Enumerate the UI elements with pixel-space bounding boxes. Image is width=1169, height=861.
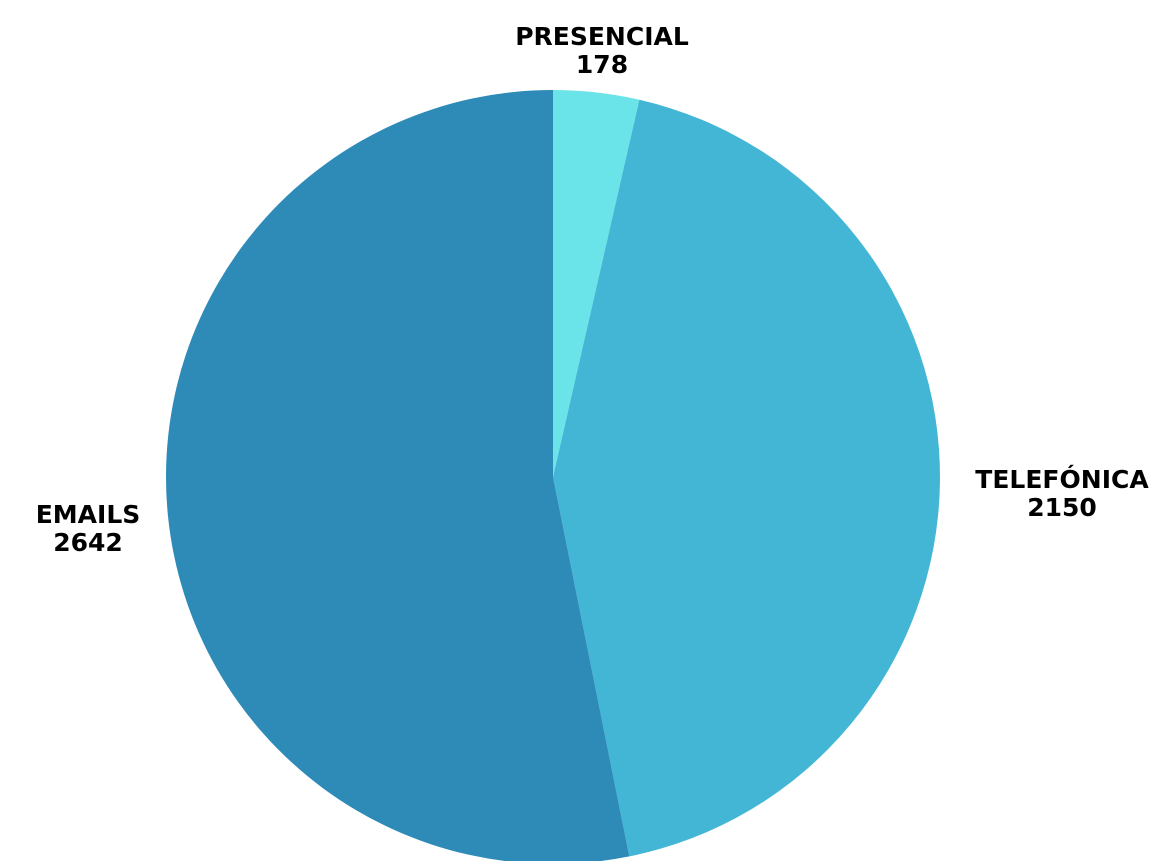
pie-label-value: 178 — [576, 50, 628, 79]
pie-label-category: TELEFÓNICA — [975, 464, 1149, 494]
pie-slice-emails — [165, 90, 630, 861]
pie-slice-presencial — [553, 90, 640, 477]
pie-slices — [165, 90, 940, 861]
pie-slice-telefónica — [553, 99, 940, 857]
pie-label-value: 2150 — [1027, 493, 1097, 522]
pie-label-value: 2642 — [53, 528, 123, 557]
pie-label-category: PRESENCIAL — [515, 22, 689, 51]
pie-label-category: EMAILS — [36, 500, 141, 529]
